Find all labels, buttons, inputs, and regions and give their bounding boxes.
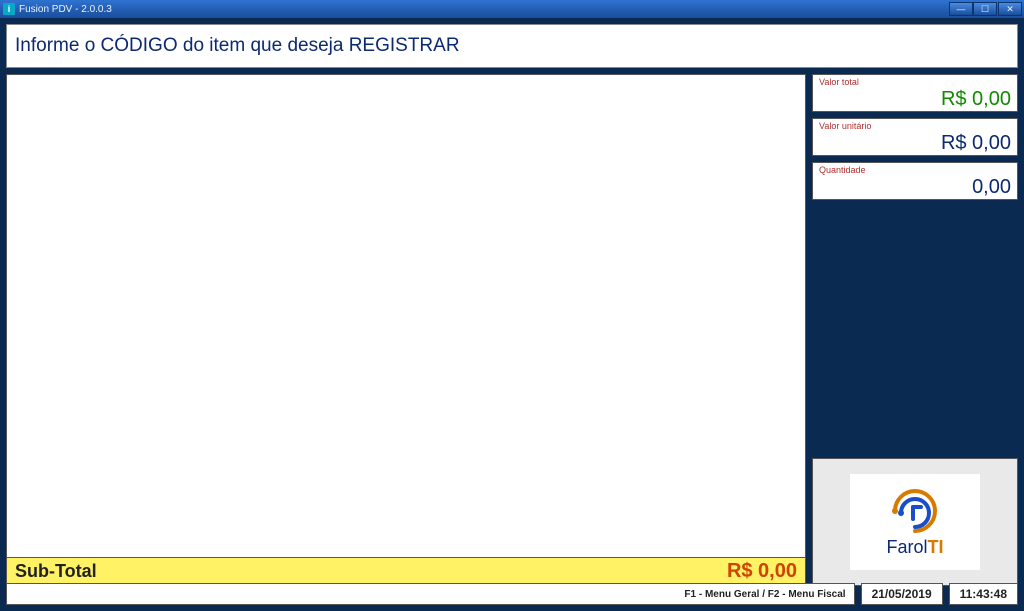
footer-date: 21/05/2019 — [861, 583, 943, 605]
maximize-button[interactable]: ☐ — [973, 2, 997, 16]
footer-menus: F1 - Menu Geral / F2 - Menu Fiscal — [6, 583, 855, 605]
subtotal-label: Sub-Total — [15, 561, 97, 582]
prompt-text: Informe o CÓDIGO do item que deseja REGI… — [15, 35, 460, 57]
footer-menus-text: F1 - Menu Geral / F2 - Menu Fiscal — [684, 589, 845, 600]
logo: FarolTI — [850, 474, 980, 570]
logo-panel: FarolTI — [812, 458, 1018, 586]
subtotal-value: R$ 0,00 — [727, 560, 797, 583]
left-column: Sub-Total R$ 0,00 — [6, 74, 806, 586]
logo-name: Farol — [886, 537, 927, 557]
quantidade-label: Quantidade — [819, 165, 866, 175]
valor-total-value: R$ 0,00 — [941, 88, 1011, 111]
right-column: Valor total R$ 0,00 Valor unitário R$ 0,… — [812, 74, 1018, 586]
valor-total-label: Valor total — [819, 77, 859, 87]
close-button[interactable]: ✕ — [998, 2, 1022, 16]
logo-suffix: TI — [928, 537, 944, 557]
footer-time: 11:43:48 — [949, 583, 1018, 605]
footer-date-text: 21/05/2019 — [872, 587, 932, 601]
footer: F1 - Menu Geral / F2 - Menu Fiscal 21/05… — [6, 583, 1018, 605]
app-icon-letter: i — [8, 4, 11, 14]
subtotal-bar: Sub-Total R$ 0,00 — [7, 557, 805, 585]
prompt-bar: Informe o CÓDIGO do item que deseja REGI… — [6, 24, 1018, 68]
app-body: Informe o CÓDIGO do item que deseja REGI… — [0, 18, 1024, 611]
window-titlebar: i Fusion PDV - 2.0.0.3 — ☐ ✕ — [0, 0, 1024, 18]
logo-text: FarolTI — [886, 537, 943, 558]
valor-total-box: Valor total R$ 0,00 — [812, 74, 1018, 112]
app-icon: i — [3, 3, 15, 15]
items-list[interactable]: Sub-Total R$ 0,00 — [6, 74, 806, 586]
main-row: Sub-Total R$ 0,00 Valor total R$ 0,00 Va… — [6, 74, 1018, 586]
quantidade-box: Quantidade 0,00 — [812, 162, 1018, 200]
minimize-button[interactable]: — — [949, 2, 973, 16]
valor-unitario-label: Valor unitário — [819, 121, 871, 131]
valor-unitario-value: R$ 0,00 — [941, 132, 1011, 155]
footer-time-text: 11:43:48 — [960, 587, 1007, 601]
window-title: Fusion PDV - 2.0.0.3 — [19, 4, 112, 15]
quantidade-value: 0,00 — [972, 176, 1011, 199]
logo-mark-icon — [887, 487, 943, 535]
valor-unitario-box: Valor unitário R$ 0,00 — [812, 118, 1018, 156]
